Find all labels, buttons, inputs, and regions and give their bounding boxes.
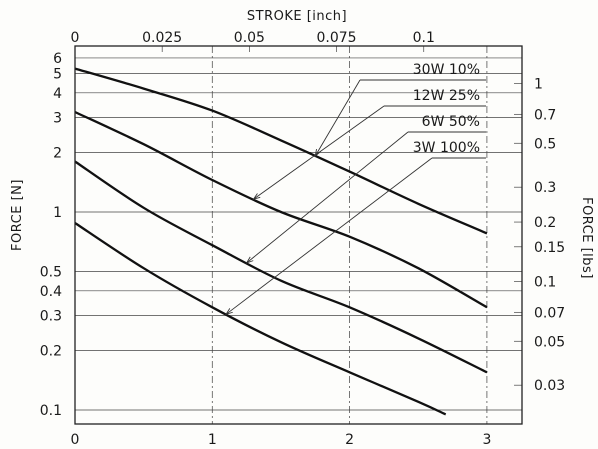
legend-leader-1 [314, 79, 361, 157]
y2-tick-label: 0.2 [534, 215, 556, 231]
y-tick-label: 3 [53, 111, 62, 127]
y2-tick-label: 0.7 [534, 107, 556, 123]
y-tick-label: 0.5 [40, 265, 62, 281]
y2-tick-label: 0.1 [534, 275, 556, 291]
y-tick-label: 0.1 [40, 403, 62, 419]
series-line-1 [74, 67, 488, 235]
y-tick-label: 2 [53, 145, 62, 161]
legend-arrowhead-4 [224, 308, 233, 316]
legend-leader-4 [225, 157, 433, 315]
y2-tick-label: 1 [534, 77, 543, 93]
x2-tick-label: 0 [71, 30, 80, 46]
x2-tick-label: 0.1 [413, 30, 435, 46]
series-lines [74, 67, 488, 416]
legend-label-1: 30W 10% [413, 62, 480, 78]
x2-tick-label: 0.025 [142, 30, 182, 46]
series-line-2 [74, 110, 488, 309]
tick-labels: 0 1 2 30 0.025 0.05 0.075 0.10.10.20.30.40.5123… [40, 30, 565, 448]
legend-label-3: 6W 50% [422, 114, 480, 130]
right-axis-title: FORCE [lbs] [579, 197, 594, 279]
plot-frame [74, 45, 523, 425]
legend-leader-2 [253, 105, 385, 200]
y-tick-label: 4 [53, 86, 62, 102]
series-line-4 [74, 222, 447, 416]
legend-arrowhead-2 [252, 193, 261, 200]
y-tick-label: 0.2 [40, 343, 62, 359]
legend-leader-3 [246, 131, 409, 264]
y-tick-label: 5 [53, 67, 62, 83]
legend-arrowhead-3 [245, 256, 254, 264]
y2-tick-label: 0.3 [534, 180, 556, 196]
x-tick-label: 1 [208, 432, 217, 448]
left-axis-title: FORCE [N] [10, 179, 25, 251]
y2-tick-label: 0.05 [534, 334, 565, 350]
y2-tick-label: 0.15 [534, 240, 565, 256]
x2-tick-label: 0.075 [317, 30, 357, 46]
legend: 30W 10% 12W 25% 6W 50% 3W 100% [413, 62, 480, 156]
x-tick-label: 2 [345, 432, 354, 448]
top-axis-title: STROKE [inch] [247, 9, 347, 24]
series-line-3 [74, 160, 488, 374]
y2-tick-label: 0.5 [534, 136, 556, 152]
y-tick-label: 0.4 [40, 284, 62, 300]
y-tick-label: 0.3 [40, 309, 62, 325]
legend-label-4: 3W 100% [413, 140, 480, 156]
x-tick-label: 3 [482, 432, 491, 448]
legend-leaders [224, 79, 486, 316]
y2-tick-label: 0.07 [534, 305, 565, 321]
legend-label-2: 12W 25% [413, 88, 480, 104]
x2-tick-label: 0.05 [234, 30, 265, 46]
y-tick-label: 1 [53, 205, 62, 221]
x-tick-label: 0 [71, 432, 80, 448]
y-tick-label: 6 [53, 51, 62, 67]
y2-tick-label: 0.03 [534, 378, 565, 394]
